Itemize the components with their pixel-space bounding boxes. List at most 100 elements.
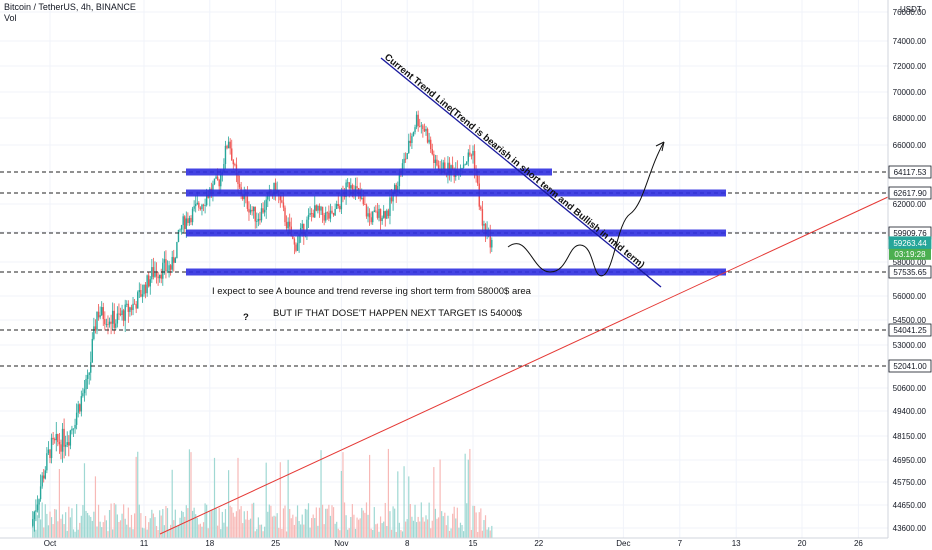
volume-bar (66, 530, 68, 538)
volume-bar (134, 513, 136, 538)
candle-body (102, 307, 104, 320)
candle-body (260, 208, 263, 221)
candle-body (69, 430, 72, 446)
volume-bar (229, 505, 231, 538)
candle-body (281, 200, 283, 203)
volume-bar (63, 524, 65, 538)
price-tick-label: 53000.00 (893, 341, 927, 350)
volume-bar (361, 507, 363, 538)
volume-bar (260, 524, 263, 538)
volume-bar (72, 529, 75, 538)
candle-body (177, 229, 180, 242)
volume-bar (143, 528, 145, 538)
volume-bar (124, 518, 126, 538)
volume-bar (210, 509, 212, 538)
volume-bar (478, 512, 480, 538)
candle-body (301, 223, 303, 229)
candle-body (381, 217, 383, 222)
volume-bar (71, 508, 73, 538)
volume-bar (386, 525, 388, 538)
candle-body (315, 205, 318, 211)
candle-body (422, 125, 424, 130)
time-tick-label: Dec (616, 539, 630, 548)
volume-bar (423, 521, 426, 538)
volume-bar (157, 529, 159, 538)
volume-bar (345, 515, 347, 538)
price-tick-label: 70000.00 (893, 88, 927, 97)
volume-bar (408, 476, 410, 538)
volume-bar (148, 522, 150, 538)
volume-bar (44, 504, 46, 538)
candle-body (320, 206, 322, 211)
candle-body (133, 303, 136, 305)
volume-bar (102, 522, 104, 538)
volume-bar (231, 507, 233, 538)
volume-bar (265, 462, 267, 538)
volume-bar (119, 520, 122, 538)
volume-bar (104, 515, 106, 538)
candle-body (146, 275, 148, 294)
time-tick-label: 20 (798, 539, 807, 548)
volume-bar (463, 531, 465, 538)
candle-body (218, 179, 220, 187)
candle-body (326, 212, 328, 214)
volume-bar (314, 518, 316, 538)
time-tick-label: Nov (334, 539, 348, 548)
price-tag-label: 57535.65 (893, 268, 927, 277)
volume-bars (32, 448, 493, 538)
volume-bar (99, 521, 101, 538)
candle-body (143, 284, 145, 295)
symbol-title[interactable]: Bitcoin / TetherUS, 4h, BINANCE (4, 2, 136, 12)
volume-bar (159, 510, 161, 538)
candle-body (79, 404, 81, 412)
candle-body (39, 486, 42, 500)
candle-body (392, 192, 394, 202)
volume-bar (323, 524, 325, 538)
volume-bar (420, 502, 422, 538)
candle-body (357, 188, 360, 191)
volume-label[interactable]: Vol (4, 13, 17, 23)
volume-bar (351, 504, 353, 538)
volume-bar (240, 506, 242, 538)
candle-body (334, 208, 336, 216)
volume-bar (458, 527, 460, 538)
candle-body (321, 206, 324, 216)
candle-body (71, 428, 73, 431)
candle-body (171, 257, 173, 270)
candle-body (265, 199, 267, 210)
candle-body (415, 114, 418, 128)
candle-body (372, 211, 374, 223)
volume-bar (61, 514, 64, 538)
candle-body (182, 216, 184, 226)
volume-bar (49, 511, 51, 538)
time-tick-label: 15 (469, 539, 478, 548)
volume-bar (367, 514, 369, 538)
volume-bar (307, 503, 310, 538)
candle-body (466, 161, 468, 165)
candle-body (97, 311, 100, 318)
candle-body (47, 449, 50, 454)
volume-bar (376, 523, 379, 538)
volume-bar (481, 530, 483, 538)
candle-body (140, 290, 142, 297)
volume-bar (35, 529, 37, 538)
candle-body (165, 259, 167, 272)
candle-body (393, 184, 396, 193)
candle-body (289, 221, 291, 227)
volume-bar (356, 517, 358, 538)
volume-bar (445, 525, 447, 538)
candle-body (329, 210, 332, 219)
volume-bar (336, 521, 338, 538)
volume-bar (176, 526, 178, 538)
support-trendline (159, 196, 889, 535)
candle-body (337, 203, 339, 206)
volume-bar (55, 509, 57, 538)
candle-body (437, 165, 440, 170)
candle-body (470, 155, 473, 157)
volume-bar (381, 523, 383, 538)
volume-bar (275, 516, 277, 538)
candle-body (387, 210, 390, 216)
volume-bar (276, 513, 278, 538)
level-price-tag (888, 359, 932, 373)
